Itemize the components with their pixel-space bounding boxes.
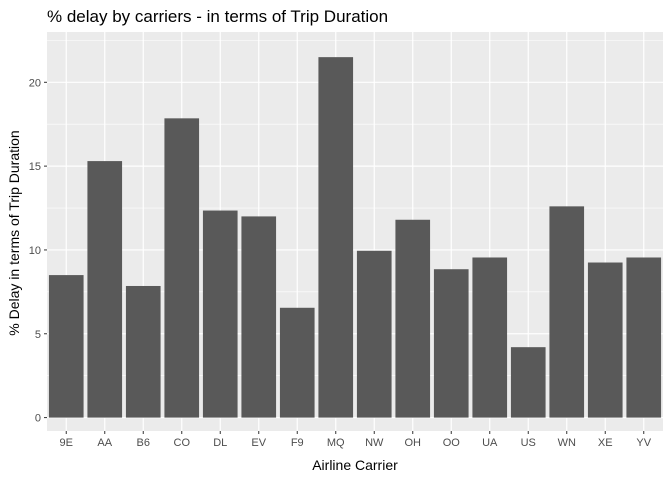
bar-YV <box>626 257 662 418</box>
bar-OO <box>433 269 469 418</box>
bar-B6 <box>125 285 161 418</box>
x-tick-label: UA <box>482 437 498 449</box>
bar-NW <box>356 250 392 418</box>
x-tick-label: F9 <box>291 437 304 449</box>
y-tick-label: 20 <box>29 77 41 89</box>
bar-EV <box>241 216 277 418</box>
bar-F9 <box>279 307 315 418</box>
y-axis-title: % Delay in terms of Trip Duration <box>6 130 22 335</box>
x-tick-label: WN <box>558 437 576 449</box>
x-tick-label: US <box>521 437 536 449</box>
x-tick-label: OO <box>443 437 461 449</box>
x-tick-label: B6 <box>137 437 150 449</box>
x-tick-label: YV <box>636 437 651 449</box>
bar-AA <box>87 161 123 418</box>
x-tick-label: AA <box>97 437 112 449</box>
x-tick-label: NW <box>365 437 384 449</box>
x-tick-label: XE <box>598 437 613 449</box>
chart-title: % delay by carriers - in terms of Trip D… <box>47 7 388 26</box>
x-tick-label: MQ <box>327 437 345 449</box>
x-tick-label: OH <box>405 437 422 449</box>
x-axis-title: Airline Carrier <box>312 457 398 473</box>
bar-9E <box>48 275 84 418</box>
x-tick-label: CO <box>174 437 191 449</box>
y-tick-label: 5 <box>35 329 41 341</box>
bar-DL <box>202 210 238 418</box>
y-tick-label: 10 <box>29 245 41 257</box>
x-tick-label: 9E <box>60 437 73 449</box>
x-axis: 9E AA B6 CO DL EV F9 MQ NW OH OO UA US WN XE YV <box>60 431 652 449</box>
bar-XE <box>587 262 623 418</box>
bar-US <box>510 347 546 418</box>
bar-CO <box>164 118 200 418</box>
x-tick-label: DL <box>213 437 227 449</box>
bar-WN <box>549 206 585 418</box>
bar-MQ <box>318 57 354 418</box>
bar-OH <box>395 219 431 418</box>
x-tick-label: EV <box>251 437 266 449</box>
y-tick-label: 15 <box>29 161 41 173</box>
y-tick-label: 0 <box>35 413 41 425</box>
bars <box>48 57 662 418</box>
bar-UA <box>472 257 508 418</box>
y-axis: 0 5 10 15 20 <box>29 77 47 425</box>
